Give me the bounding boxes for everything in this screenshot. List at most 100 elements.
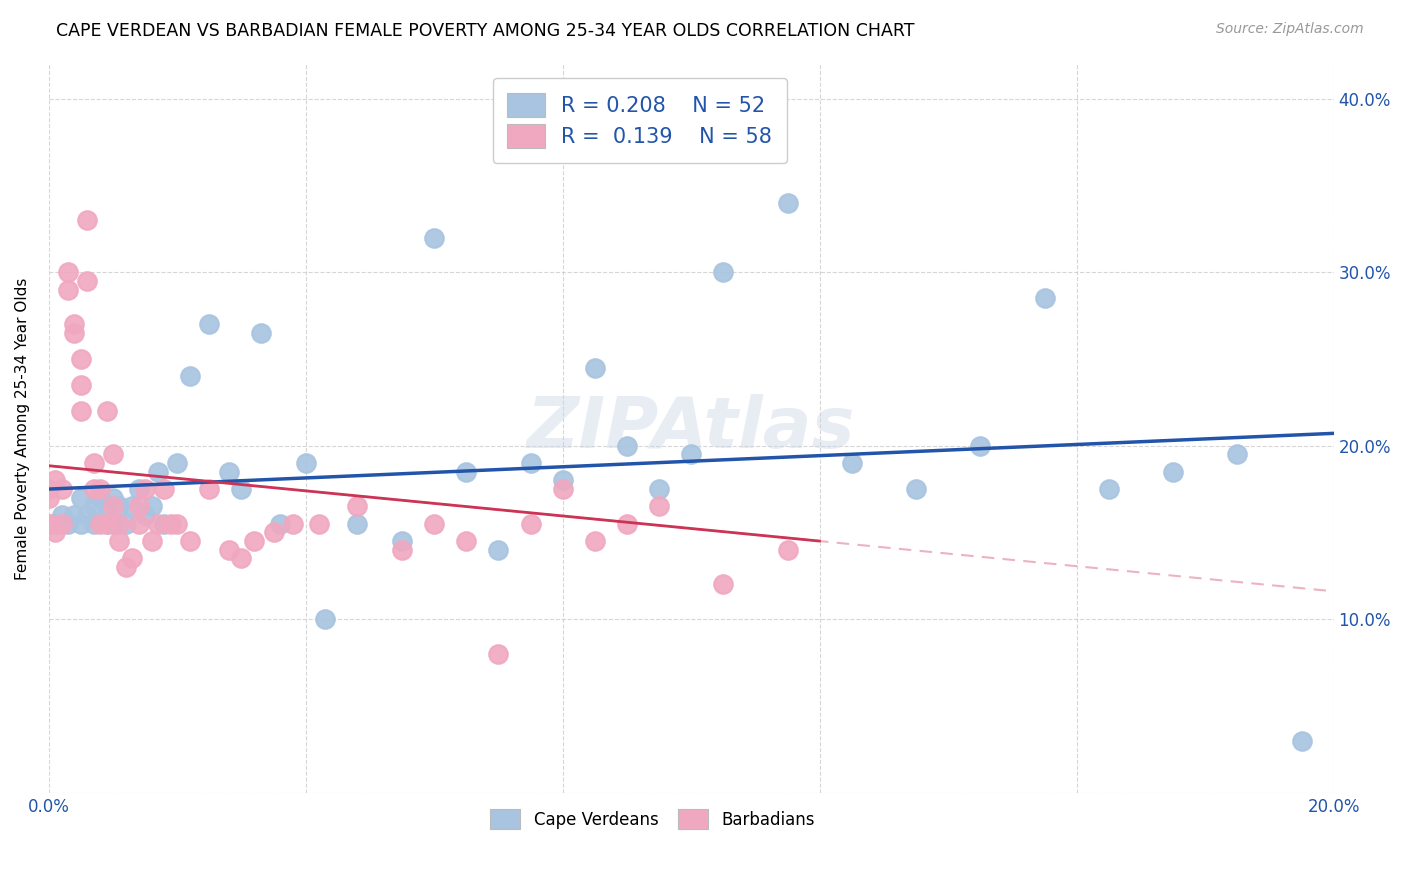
Point [141, 500, 163, 514]
Point [1033, 291, 1056, 305]
Point [96, 516, 118, 531]
Point [121, 500, 143, 514]
Point [44, 474, 66, 488]
Point [108, 516, 131, 531]
Point [583, 534, 606, 549]
Point [83, 500, 105, 514]
Point [488, 647, 510, 661]
Point [681, 447, 703, 461]
Y-axis label: Female Poverty Among 25-34 Year Olds: Female Poverty Among 25-34 Year Olds [15, 277, 30, 580]
Text: Source: ZipAtlas.com: Source: ZipAtlas.com [1216, 22, 1364, 37]
Point [231, 551, 253, 566]
Point [108, 534, 131, 549]
Point [551, 482, 574, 496]
Point [153, 482, 176, 496]
Point [179, 534, 201, 549]
Point [249, 326, 271, 340]
Point [346, 500, 368, 514]
Point [51, 482, 73, 496]
Point [115, 516, 138, 531]
Point [1291, 733, 1313, 747]
Point [616, 439, 638, 453]
Point [308, 516, 330, 531]
Point [583, 360, 606, 375]
Point [134, 482, 156, 496]
Point [519, 516, 541, 531]
Point [269, 516, 291, 531]
Point [681, 144, 703, 158]
Point [56, 265, 79, 279]
Point [166, 516, 188, 531]
Point [1098, 482, 1121, 496]
Point [391, 534, 413, 549]
Point [166, 456, 188, 470]
Point [101, 516, 124, 531]
Point [128, 482, 150, 496]
Point [51, 508, 73, 522]
Point [89, 482, 111, 496]
Point [616, 516, 638, 531]
Point [243, 534, 266, 549]
Point [776, 542, 799, 557]
Point [101, 447, 124, 461]
Point [281, 516, 304, 531]
Point [519, 456, 541, 470]
Point [63, 508, 86, 522]
Point [51, 516, 73, 531]
Point [146, 516, 169, 531]
Point [551, 474, 574, 488]
Point [96, 516, 118, 531]
Point [96, 500, 118, 514]
Point [423, 230, 446, 244]
Point [38, 491, 60, 505]
Point [711, 577, 734, 591]
Point [218, 542, 240, 557]
Text: CAPE VERDEAN VS BARBADIAN FEMALE POVERTY AMONG 25-34 YEAR OLDS CORRELATION CHART: CAPE VERDEAN VS BARBADIAN FEMALE POVERTY… [56, 22, 915, 40]
Point [263, 525, 285, 540]
Point [391, 542, 413, 557]
Point [905, 482, 928, 496]
Point [38, 516, 60, 531]
Point [1161, 465, 1184, 479]
Point [76, 213, 98, 227]
Legend: Cape Verdeans, Barbadians: Cape Verdeans, Barbadians [484, 803, 821, 835]
Point [314, 612, 336, 626]
Point [38, 482, 60, 496]
Point [44, 516, 66, 531]
Point [776, 195, 799, 210]
Point [76, 274, 98, 288]
Point [128, 500, 150, 514]
Point [44, 525, 66, 540]
Point [346, 516, 368, 531]
Point [63, 326, 86, 340]
Text: ZIPAtlas: ZIPAtlas [527, 394, 855, 463]
Point [96, 404, 118, 418]
Point [198, 482, 221, 496]
Point [969, 439, 991, 453]
Point [101, 500, 124, 514]
Point [108, 500, 131, 514]
Point [218, 465, 240, 479]
Point [70, 491, 93, 505]
Point [128, 516, 150, 531]
Point [70, 404, 93, 418]
Point [648, 482, 671, 496]
Point [841, 456, 863, 470]
Point [83, 482, 105, 496]
Point [70, 351, 93, 366]
Point [89, 491, 111, 505]
Point [83, 516, 105, 531]
Point [231, 482, 253, 496]
Point [423, 516, 446, 531]
Point [648, 500, 671, 514]
Point [141, 534, 163, 549]
Point [38, 516, 60, 531]
Point [56, 283, 79, 297]
Point [76, 508, 98, 522]
Point [134, 508, 156, 522]
Point [488, 542, 510, 557]
Point [83, 456, 105, 470]
Point [63, 318, 86, 332]
Point [1226, 447, 1249, 461]
Point [294, 456, 316, 470]
